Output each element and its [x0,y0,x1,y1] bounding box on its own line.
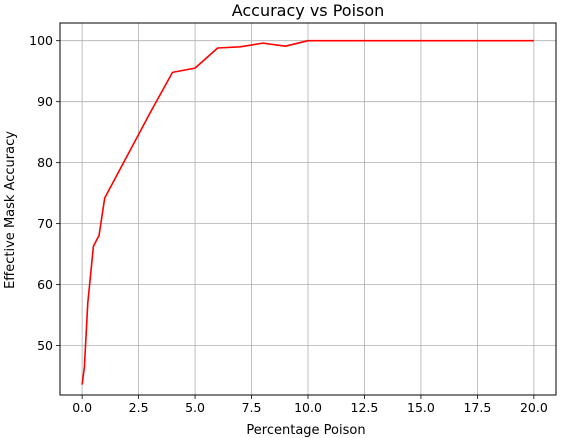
series-group [81,39,534,385]
y-tick-label: 80 [37,155,53,170]
ticks: 0.0 2.5 5.0 7.5 10.0 12.5 15.0 17.5 20.0 50 60 70 80… [29,33,548,415]
grid [60,23,556,395]
y-tick-label: 100 [29,33,53,48]
y-axis-label: Effective Mask Accuracy [3,131,18,289]
x-axis-label: Percentage Poison [246,423,365,438]
x-tick-label: 17.5 [463,400,491,415]
x-tick-label: 15.0 [407,400,435,415]
x-tick-label: 20.0 [520,400,548,415]
x-tick-label: 12.5 [351,400,379,415]
series-line [81,39,534,385]
x-tick-label: 10.0 [294,400,322,415]
chart-title: Accuracy vs Poison [232,1,385,20]
x-tick-label: 7.5 [242,400,262,415]
x-tick-label: 2.5 [129,400,149,415]
y-tick-label: 90 [37,94,53,109]
y-tick-label: 50 [37,338,53,353]
x-tick-label: 0.0 [72,400,92,415]
y-tick-label: 70 [37,216,53,231]
y-tick-label: 60 [37,277,53,292]
x-tick-label: 5.0 [185,400,205,415]
